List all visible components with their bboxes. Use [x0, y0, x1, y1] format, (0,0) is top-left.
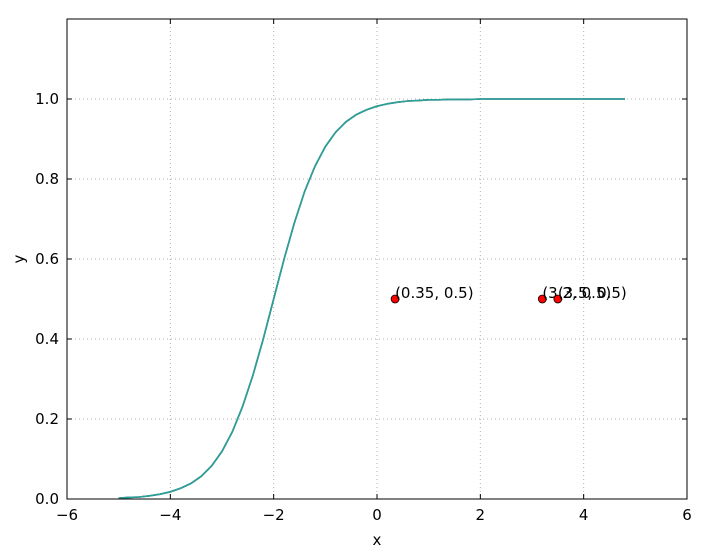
y-tick-label: 1.0 — [35, 90, 59, 108]
curve — [118, 98, 625, 499]
y-tick-label: 0.6 — [35, 250, 59, 268]
x-tick-label: −6 — [56, 506, 78, 524]
x-tick-label: −2 — [263, 506, 285, 524]
x-tick-label: 6 — [682, 506, 692, 524]
x-tick-label: 2 — [476, 506, 486, 524]
y-tick-label: 0.8 — [35, 170, 59, 188]
point-label: (3.5, 0.5) — [558, 284, 627, 302]
point-label: (0.35, 0.5) — [395, 284, 474, 302]
x-tick-label: 0 — [372, 506, 382, 524]
plot-frame — [66, 18, 688, 500]
y-tick-label: 0.4 — [35, 330, 59, 348]
x-tick-label: −4 — [159, 506, 181, 524]
x-tick-label: 4 — [579, 506, 589, 524]
x-axis-label: x — [373, 531, 382, 549]
point — [390, 294, 400, 304]
y-tick-label: 0.0 — [35, 490, 59, 508]
point — [537, 294, 547, 304]
y-axis-label: y — [10, 254, 28, 263]
point — [553, 294, 563, 304]
y-tick-label: 0.2 — [35, 410, 59, 428]
